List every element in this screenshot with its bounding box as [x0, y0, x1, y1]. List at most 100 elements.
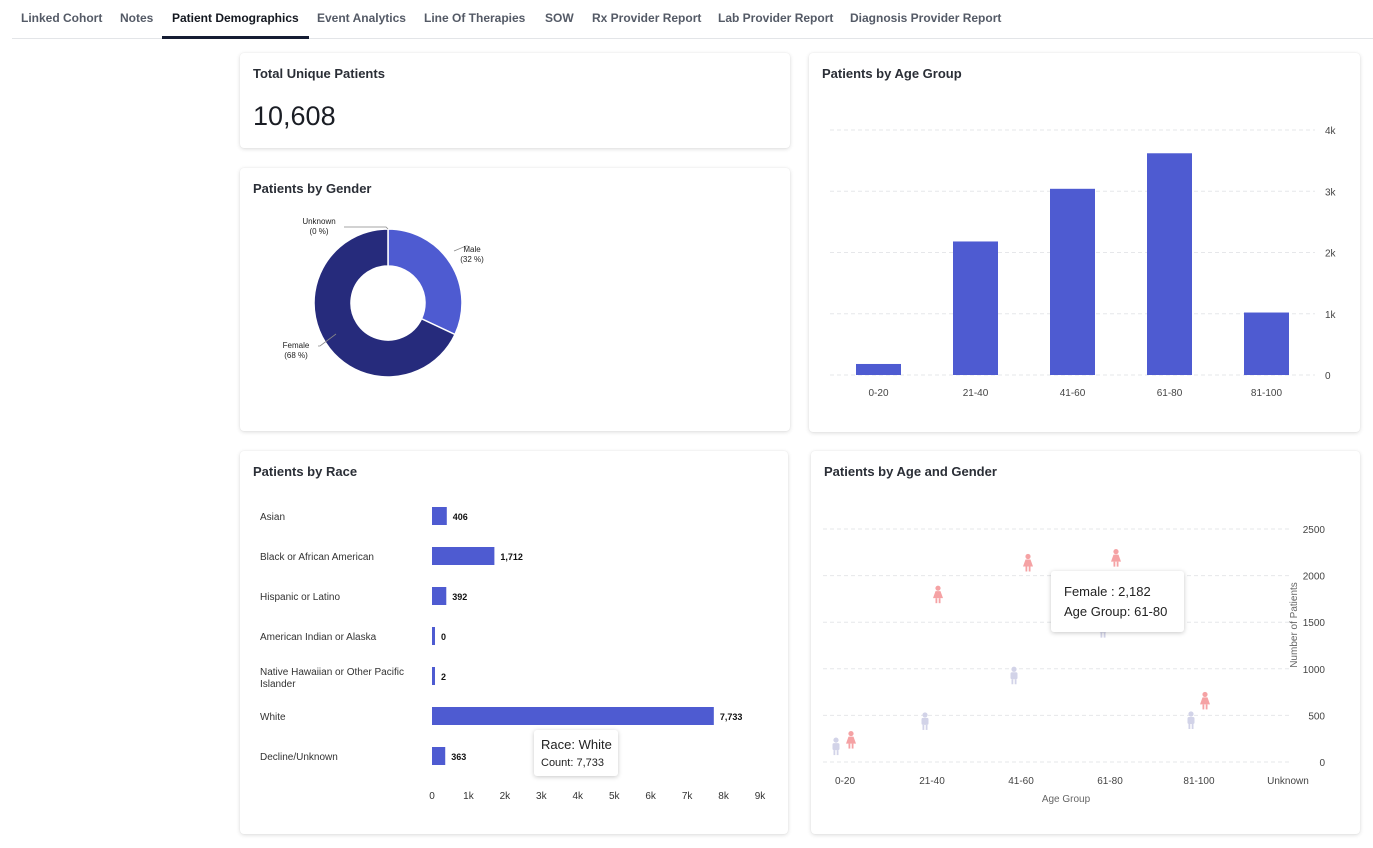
age-bar-61-80[interactable]: [1147, 153, 1192, 375]
age-gender-tooltip: Female : 2,182 Age Group: 61-80: [1051, 571, 1184, 632]
race-bar[interactable]: [432, 667, 435, 685]
race-bar[interactable]: [432, 507, 447, 525]
tab-patient-demographics[interactable]: Patient Demographics: [162, 0, 309, 39]
tab-event-analytics[interactable]: Event Analytics: [317, 11, 406, 25]
race-xtick-label: 1k: [463, 791, 475, 802]
race-value-label: 7,733: [720, 712, 743, 722]
ag-xtick-label: 81-100: [1183, 776, 1215, 787]
total-unique-patients-card: Total Unique Patients 10,608: [240, 53, 790, 148]
race-category-label: Hispanic or Latino: [260, 592, 340, 603]
race-tooltip: Race: White Count: 7,733: [534, 730, 618, 776]
race-xtick-label: 2k: [500, 791, 512, 802]
donut-pct-male: (32 %): [460, 255, 484, 264]
female-pictogram-21-40[interactable]: [933, 585, 943, 604]
age-bar-81-100[interactable]: [1244, 312, 1289, 375]
tab-bar: Linked Cohort Notes Patient Demographics…: [12, 0, 1373, 39]
donut-slice-male[interactable]: [387, 228, 463, 336]
female-pictogram-41-60[interactable]: [1023, 553, 1033, 572]
donut-label-female: Female: [283, 341, 310, 350]
ag-ytick-label: 1000: [1303, 665, 1326, 676]
male-pictogram-0-20[interactable]: [832, 737, 840, 756]
ag-ytick-label: 500: [1308, 711, 1325, 722]
race-xtick-label: 7k: [682, 791, 694, 802]
donut-label-unknown: Unknown: [302, 217, 335, 226]
tab-lab-provider-report[interactable]: Lab Provider Report: [718, 11, 834, 25]
donut-slice-female[interactable]: [313, 228, 456, 378]
age-gender-tooltip-value: Female : 2,182: [1064, 584, 1151, 599]
ag-ytick-label: 2000: [1303, 572, 1326, 583]
race-bar-chart: Asian 406 Black or African American 1,712 Hi…: [260, 507, 767, 802]
race-value-label: 2: [441, 672, 446, 682]
ag-ytick-label: 1500: [1303, 618, 1326, 629]
race-tooltip-count: Count: 7,733: [541, 757, 604, 769]
ag-xtick-label: 21-40: [919, 776, 945, 787]
ag-xaxis-label: Age Group: [1042, 794, 1091, 805]
ag-ytick-label: 2500: [1303, 525, 1326, 536]
female-pictogram-0-20[interactable]: [846, 730, 856, 749]
donut-leader-line: [344, 226, 389, 230]
age-bar-41-60[interactable]: [1050, 188, 1095, 375]
age-xtick-label: 21-40: [963, 388, 989, 399]
race-bar[interactable]: [432, 747, 446, 765]
female-pictogram-61-80[interactable]: [1111, 549, 1121, 567]
race-category-label: White: [260, 712, 286, 723]
age-bar-0-20[interactable]: [856, 363, 901, 375]
race-value-label: 0: [441, 632, 446, 642]
race-value-label: 363: [451, 752, 466, 762]
ag-xtick-label: Unknown: [1267, 776, 1309, 787]
age-ytick-label: 4k: [1325, 126, 1337, 137]
female-pictogram-81-100[interactable]: [1200, 691, 1210, 710]
patients-by-age-group-title: Patients by Age Group: [822, 66, 962, 81]
race-xtick-label: 9k: [755, 791, 767, 802]
ag-xtick-label: 0-20: [835, 776, 855, 787]
tab-linked-cohort[interactable]: Linked Cohort: [21, 11, 103, 25]
race-xtick-label: 5k: [609, 791, 621, 802]
race-category-label: Black or African American: [260, 552, 374, 563]
age-ytick-label: 2k: [1325, 249, 1337, 260]
patients-by-race-title: Patients by Race: [253, 464, 358, 479]
race-category-label: Native Hawaiian or Other Pacific: [260, 667, 404, 678]
age-bar-21-40[interactable]: [953, 241, 998, 375]
tab-sow[interactable]: SOW: [545, 11, 574, 25]
patients-by-gender-title: Patients by Gender: [253, 181, 372, 196]
age-ytick-label: 3k: [1325, 187, 1337, 198]
donut-pct-unknown: (0 %): [309, 227, 328, 236]
race-xtick-label: 0: [429, 791, 435, 802]
race-category-label: Decline/Unknown: [260, 752, 338, 763]
race-tooltip-label: Race: White: [541, 737, 612, 752]
patients-by-age-group-card: Patients by Age Group 0 1k 2k 3k 4k 0-20 21-40…: [809, 53, 1360, 432]
race-category-label: American Indian or Alaska: [260, 632, 377, 643]
total-unique-patients-title: Total Unique Patients: [253, 66, 385, 81]
race-xtick-label: 6k: [645, 791, 657, 802]
patients-by-race-card: Patients by Race Asian 406 Black or Africa…: [240, 451, 788, 834]
race-xtick-label: 4k: [572, 791, 584, 802]
race-bar[interactable]: [432, 627, 435, 645]
tab-notes[interactable]: Notes: [120, 11, 154, 25]
race-bar[interactable]: [432, 587, 447, 605]
tab-diagnosis-provider-report[interactable]: Diagnosis Provider Report: [850, 11, 1002, 25]
gender-donut-chart: Male(32 %) Female(68 %) Unknown(0 %): [283, 217, 484, 378]
ag-xtick-label: 41-60: [1008, 776, 1034, 787]
ag-yaxis-label: Number of Patients: [1289, 582, 1300, 668]
tab-rx-provider-report[interactable]: Rx Provider Report: [592, 11, 702, 25]
male-pictogram-21-40[interactable]: [921, 712, 929, 730]
tab-line-of-therapies[interactable]: Line Of Therapies: [424, 11, 526, 25]
race-category-label-line2: Islander: [260, 679, 296, 690]
race-value-label: 1,712: [500, 552, 523, 562]
male-pictogram-81-100[interactable]: [1187, 711, 1195, 729]
race-xtick-label: 8k: [718, 791, 730, 802]
race-category-label: Asian: [260, 512, 285, 523]
age-group-bar-chart: 0 1k 2k 3k 4k 0-20 21-40 41-60 61-80 81-100: [830, 126, 1337, 399]
male-pictogram-41-60[interactable]: [1010, 666, 1018, 685]
ag-ytick-label: 0: [1319, 758, 1325, 769]
age-gender-tooltip-group: Age Group: 61-80: [1064, 604, 1168, 619]
donut-leader-line: [318, 333, 337, 347]
donut-pct-female: (68 %): [284, 351, 308, 360]
donut-leader-line: [453, 245, 468, 252]
total-unique-patients-value: 10,608: [253, 101, 336, 131]
age-ytick-label: 1k: [1325, 310, 1337, 321]
race-bar[interactable]: [432, 547, 495, 565]
race-value-label: 392: [452, 592, 467, 602]
race-bar[interactable]: [432, 707, 714, 725]
age-xtick-label: 61-80: [1157, 388, 1183, 399]
